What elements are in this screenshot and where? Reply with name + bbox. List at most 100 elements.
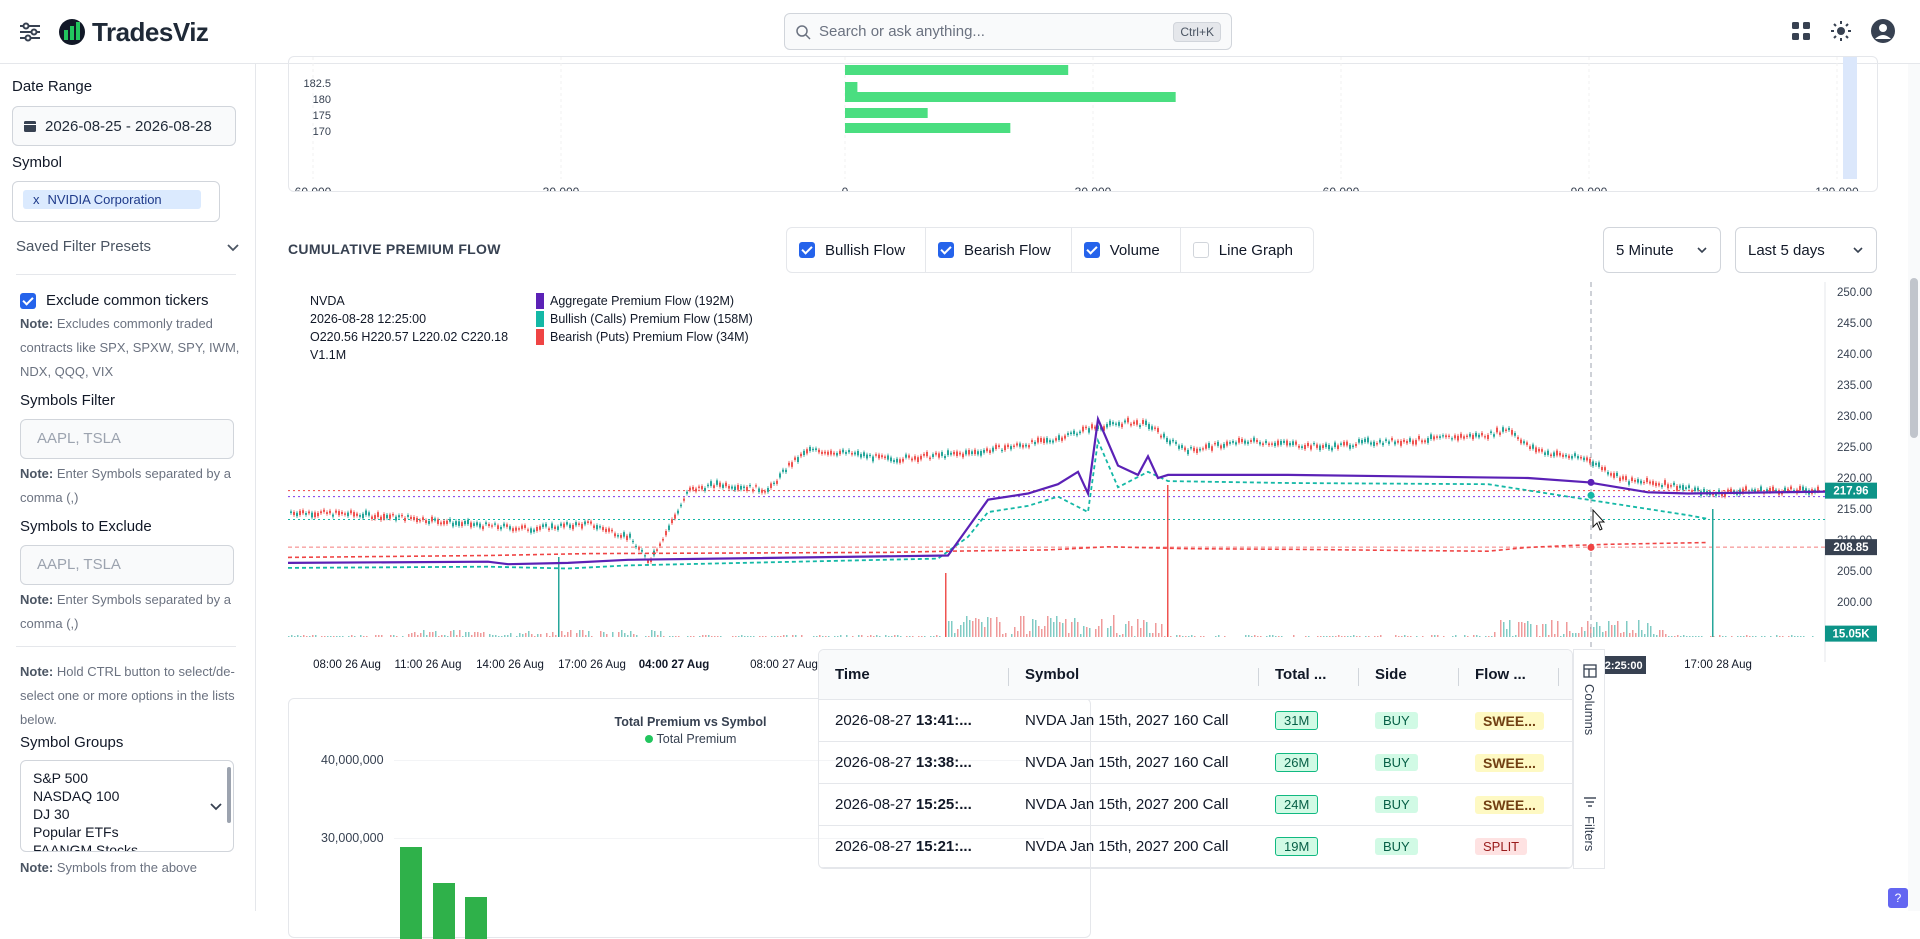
candle-body (1526, 442, 1528, 445)
toggle-bullish-flow[interactable]: Bullish Flow (787, 228, 927, 272)
candle-body (608, 528, 610, 532)
col-side[interactable]: Side (1359, 666, 1459, 686)
toggle-bearish-flow[interactable]: Bearish Flow (926, 228, 1072, 272)
volume-bar (825, 636, 827, 637)
candle-body (551, 523, 553, 529)
candle-body (1124, 420, 1126, 423)
filter-icon[interactable] (1583, 796, 1597, 808)
candle-body (1286, 440, 1288, 446)
exclude-common-row[interactable]: Exclude common tickers (20, 292, 209, 309)
saved-presets-toggle[interactable]: Saved Filter Presets (16, 238, 240, 255)
candle-body (533, 529, 535, 532)
col-flow[interactable]: Flow ... (1459, 666, 1559, 686)
group-option[interactable]: DJ 30 (33, 806, 70, 822)
table-row[interactable]: 2026-08-27 15:21:... NVDA Jan 15th, 2027 … (819, 826, 1572, 868)
interval-select[interactable]: 5 Minute (1603, 227, 1721, 273)
col-symbol[interactable]: Symbol (1009, 666, 1259, 686)
volume-bar (1170, 636, 1172, 637)
volume-bar (471, 635, 473, 637)
volume-bar (375, 635, 377, 637)
candle-body (1772, 486, 1774, 492)
col-time[interactable]: Time (819, 666, 1009, 686)
premium-bar[interactable] (433, 883, 455, 939)
list-scrollbar[interactable] (227, 767, 231, 823)
apps-grid-icon[interactable] (1790, 20, 1812, 42)
symbols-exclude-input[interactable]: AAPL, TSLA (20, 545, 234, 585)
price-axis-label: 250.00 (1837, 287, 1872, 299)
theme-sun-icon[interactable] (1830, 20, 1852, 42)
group-option[interactable]: S&P 500 (33, 770, 89, 786)
symbols-filter-input[interactable]: AAPL, TSLA (20, 419, 234, 459)
search-box[interactable]: Search or ask anything... Ctrl+K (784, 13, 1232, 50)
col-total[interactable]: Total ... (1259, 666, 1359, 686)
x-tick-label: 90,000 (1571, 185, 1608, 191)
volume-bar (444, 635, 446, 637)
bearish-flow-checkbox[interactable] (938, 242, 955, 258)
help-widget[interactable]: ? (1888, 888, 1908, 908)
symbols-filter-placeholder: AAPL, TSLA (37, 430, 121, 447)
candle-body (1064, 435, 1066, 439)
volume-bar (312, 635, 314, 637)
candle-body (1316, 444, 1318, 448)
time-axis-label: 11:00 26 Aug (395, 659, 462, 671)
symbol-chip[interactable]: x NVIDIA Corporation (23, 190, 201, 209)
user-avatar-icon[interactable] (1870, 18, 1896, 44)
table-row[interactable]: 2026-08-27 13:41:... NVDA Jan 15th, 2027 … (819, 700, 1572, 742)
candle-body (965, 450, 967, 455)
premium-chart-legend[interactable]: Total Premium (289, 732, 1092, 746)
candle-body (689, 487, 691, 491)
sliders-menu-icon[interactable] (18, 20, 42, 44)
candle-body (803, 450, 805, 456)
exclude-common-checkbox[interactable] (20, 292, 36, 309)
toggle-line-graph[interactable]: Line Graph (1181, 228, 1313, 272)
toggle-volume[interactable]: Volume (1072, 228, 1181, 272)
volume-bar (576, 633, 578, 637)
volume-checkbox[interactable] (1083, 242, 1100, 258)
date-range-label: Date Range (12, 78, 93, 95)
interval-value: 5 Minute (1616, 241, 1674, 259)
volume-bar (516, 636, 518, 637)
candle-body (1139, 425, 1141, 428)
volume-bar (645, 636, 647, 637)
bullish-flow-line (287, 437, 1709, 570)
candlestick-chart[interactable]: 250.00 245.00 240.00 235.00 230.00 225.00 220.… (287, 282, 1878, 680)
candle-body (395, 516, 397, 521)
candle-body (1466, 435, 1468, 438)
table-row[interactable]: 2026-08-27 15:25:... NVDA Jan 15th, 2027 … (819, 784, 1572, 826)
bullish-flow-checkbox[interactable] (799, 242, 815, 258)
volume-bar (1680, 636, 1682, 637)
table-row[interactable]: 2026-08-27 13:38:... NVDA Jan 15th, 2027 … (819, 742, 1572, 784)
premium-bar[interactable] (465, 897, 487, 939)
range-select[interactable]: Last 5 days (1735, 227, 1877, 273)
volume-bar (711, 636, 713, 637)
columns-icon[interactable] (1583, 664, 1597, 678)
group-option[interactable]: NASDAQ 100 (33, 788, 120, 804)
date-range-input[interactable]: 2026-08-25 - 2026-08-28 (12, 106, 236, 146)
page-scroll-thumb[interactable] (1910, 278, 1918, 438)
filters-tab[interactable]: Filters (1582, 816, 1597, 852)
page-scrollbar[interactable] (1908, 64, 1920, 911)
volume-bar (1188, 636, 1190, 637)
candle-body (1574, 453, 1576, 457)
candle-body (1184, 447, 1186, 451)
candle-body (1406, 440, 1408, 444)
columns-tab[interactable]: Columns (1582, 684, 1597, 736)
cumulative-flow-chart[interactable]: 250.00 245.00 240.00 235.00 230.00 225.00 220.… (287, 282, 1878, 680)
legend-symbol: NVDA (310, 294, 345, 308)
group-option[interactable]: Popular ETFs (33, 824, 119, 840)
cell-flow: SWEE... (1459, 711, 1559, 730)
volume-bar (1713, 636, 1715, 637)
line-graph-checkbox[interactable] (1192, 242, 1209, 258)
volume-bar (909, 636, 911, 637)
group-option[interactable]: FAANGM Stocks (33, 842, 139, 852)
premium-bar[interactable] (400, 847, 422, 939)
symbol-groups-list[interactable]: S&P 500 NASDAQ 100 DJ 30 Popular ETFs FA… (20, 760, 234, 852)
candle-body (674, 514, 676, 519)
candle-body (1109, 420, 1111, 426)
symbol-select[interactable]: x NVIDIA Corporation (12, 181, 220, 222)
volume-bar (1743, 636, 1745, 637)
candle-body (1256, 439, 1258, 443)
volume-bar (1368, 636, 1370, 637)
app-logo[interactable]: TradesViz (58, 14, 209, 50)
chip-remove-icon[interactable]: x (33, 192, 40, 207)
